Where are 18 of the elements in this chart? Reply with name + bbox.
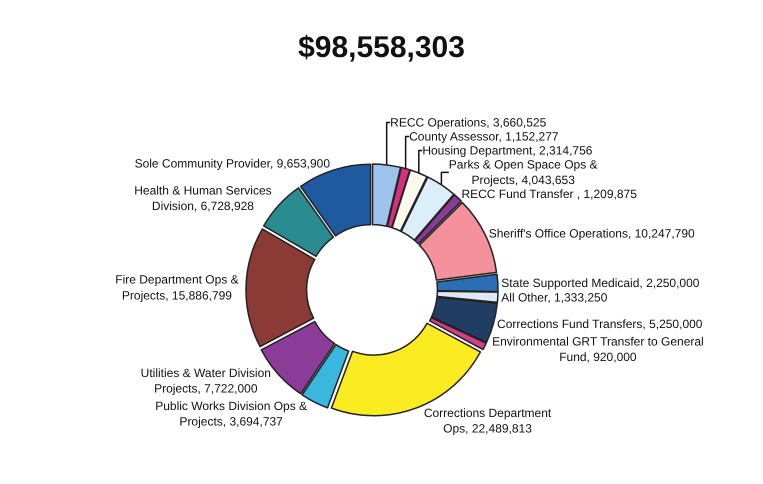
slice-label: Environmental GRT Transfer to General Fund, 920,000 (492, 334, 704, 364)
slice-label: County Assessor, 1,152,277 (409, 130, 559, 144)
slice-label: RECC Operations, 3,660,525 (390, 116, 547, 130)
slice-label: Parks & Open Space Ops & Projects, 4,043,653 (448, 158, 598, 188)
chart-title: $98,558,303 (298, 31, 465, 64)
slice-label: All Other, 1,333,250 (501, 290, 608, 304)
slice-label: State Supported Medicaid, 2,250,000 (501, 276, 700, 290)
slice-label: Utilities & Water Division Projects, 7,722,000 (140, 366, 271, 396)
slice-label: Public Works Division Ops & Projects, 3,694,737 (155, 399, 308, 429)
slice-label: Health & Human Services Division, 6,728,928 (134, 183, 272, 214)
slice-label: Sheriff's Office Operations, 10,247,790 (488, 226, 695, 240)
slice-label: Housing Department, 2,314,756 (422, 144, 593, 158)
donut-slice (245, 228, 316, 348)
slice-label: Fire Department Ops & Projects, 15,886,799 (115, 272, 239, 302)
slice-label: Corrections Fund Transfers, 5,250,000 (497, 316, 703, 331)
slice-label: Sole Community Provider, 9,653,900 (134, 156, 330, 171)
slice-label: Corrections Department Ops, 22,489,813 (424, 406, 552, 436)
slice-label: RECC Fund Transfer , 1,209,875 (461, 187, 638, 202)
